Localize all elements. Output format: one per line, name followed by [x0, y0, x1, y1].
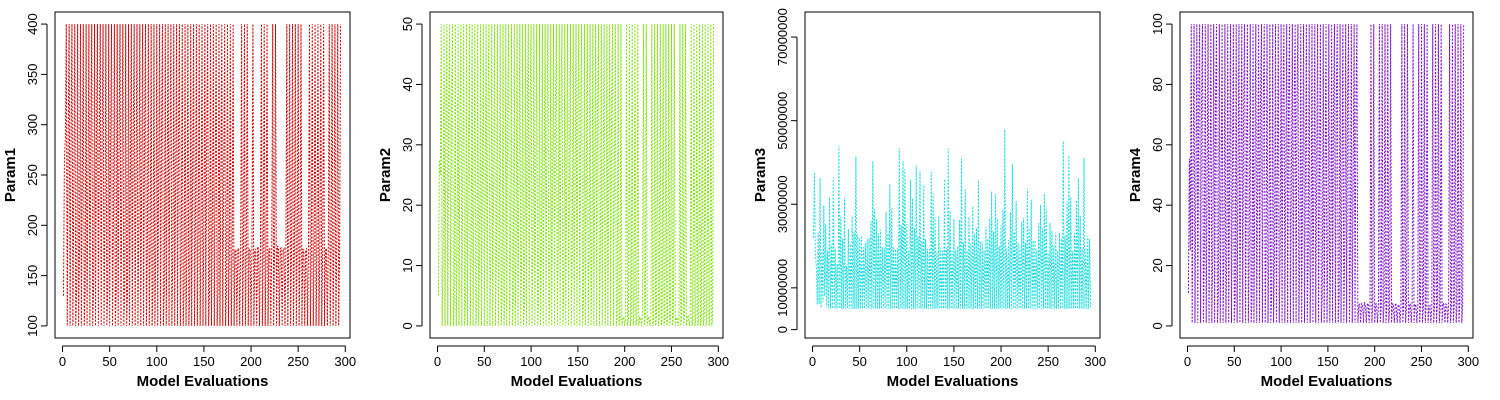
- y-tick-label: 20: [400, 198, 415, 212]
- plot-frame: [429, 11, 724, 339]
- x-axis-title: Model Evaluations: [137, 373, 269, 390]
- plot-frame: [54, 11, 351, 339]
- x-tick-label: 200: [1364, 354, 1386, 369]
- x-tick-label: 0: [59, 354, 66, 369]
- x-tick-label: 250: [661, 354, 683, 369]
- x-tick-label: 150: [943, 354, 965, 369]
- y-tick-label: 30: [400, 138, 415, 152]
- x-axis-title: Model Evaluations: [887, 373, 1019, 390]
- y-tick-label: 200: [25, 214, 40, 236]
- x-tick-label: 0: [434, 354, 441, 369]
- series-line: [812, 129, 1092, 309]
- y-axis-title: Param1: [2, 148, 19, 202]
- y-tick-label: 50000000: [775, 92, 790, 150]
- y-tick-label: 40: [1150, 198, 1165, 212]
- x-tick-label: 150: [193, 354, 215, 369]
- y-tick-label: 0: [775, 326, 790, 333]
- chart-panel-param3: 0 50 100 150 200 250 300 0 10000000 30000000 50000…: [752, 8, 1106, 390]
- plot-frame: [804, 11, 1101, 339]
- x-tick-label: 50: [852, 354, 866, 369]
- series-line: [1187, 24, 1465, 323]
- x-tick-label: 300: [1084, 354, 1106, 369]
- chart-panel-param2: 0 50 100 150 200 250 300 0 10 20 30 40 50 Model Evalu…: [377, 11, 729, 390]
- x-tick-label: 50: [102, 354, 116, 369]
- y-tick-label: 10: [400, 258, 415, 272]
- x-tick-label: 300: [334, 354, 356, 369]
- x-tick-label: 50: [477, 354, 491, 369]
- x-tick-label: 300: [1457, 354, 1479, 369]
- y-tick-label: 40: [400, 77, 415, 91]
- x-tick-label: 200: [614, 354, 636, 369]
- x-tick-label: 200: [990, 354, 1012, 369]
- y-tick-label: 250: [25, 164, 40, 186]
- chart-panel-param4: 0 50 100 150 200 250 300 0 20 40 60 80 100 Model Eval…: [1127, 11, 1479, 390]
- x-tick-label: 150: [1317, 354, 1339, 369]
- y-tick-label: 150: [25, 265, 40, 287]
- y-axis-title: Param4: [1127, 147, 1144, 202]
- x-tick-label: 200: [240, 354, 262, 369]
- series-line: [437, 24, 715, 327]
- y-tick-label: 100: [1150, 13, 1165, 35]
- x-tick-label: 300: [707, 354, 729, 369]
- chart-panel-param1: 0 50 100 150 200 250 300 100 150 200 250 300 350 400 M…: [2, 11, 356, 390]
- y-tick-label: 0: [1150, 322, 1165, 329]
- y-tick-label: 30000000: [775, 175, 790, 233]
- x-tick-label: 0: [1184, 354, 1191, 369]
- y-tick-label: 50: [400, 17, 415, 31]
- y-tick-label: 300: [25, 114, 40, 136]
- x-axis-title: Model Evaluations: [511, 373, 643, 390]
- x-tick-label: 250: [1037, 354, 1059, 369]
- y-tick-label: 70000000: [775, 8, 790, 66]
- x-tick-label: 0: [809, 354, 816, 369]
- x-tick-label: 150: [567, 354, 589, 369]
- y-tick-label: 10000000: [775, 259, 790, 317]
- x-tick-label: 250: [287, 354, 309, 369]
- y-tick-label: 20: [1150, 258, 1165, 272]
- y-axis-title: Param2: [377, 148, 394, 202]
- x-tick-label: 100: [146, 354, 168, 369]
- x-tick-label: 50: [1227, 354, 1241, 369]
- y-tick-label: 60: [1150, 138, 1165, 152]
- x-tick-label: 100: [1270, 354, 1292, 369]
- y-axis-title: Param3: [752, 148, 769, 202]
- series-line: [62, 24, 342, 326]
- x-axis-title: Model Evaluations: [1261, 373, 1393, 390]
- y-tick-label: 100: [25, 315, 40, 337]
- x-tick-label: 100: [896, 354, 918, 369]
- y-tick-label: 400: [25, 13, 40, 35]
- y-tick-label: 350: [25, 64, 40, 86]
- x-tick-label: 250: [1411, 354, 1433, 369]
- y-tick-label: 80: [1150, 77, 1165, 91]
- plot-frame: [1179, 11, 1474, 339]
- y-tick-label: 0: [400, 322, 415, 329]
- x-tick-label: 100: [520, 354, 542, 369]
